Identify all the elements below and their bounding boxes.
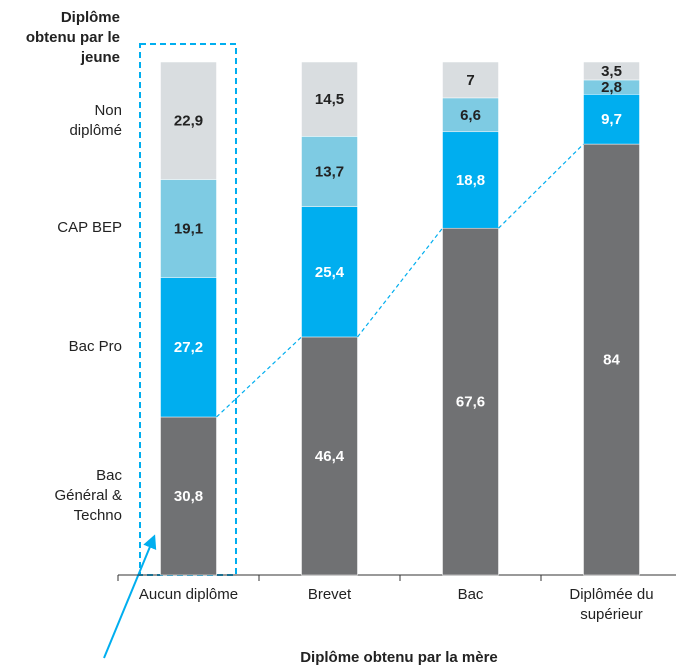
data-label: 6,6	[460, 107, 481, 124]
trend-line	[357, 227, 443, 338]
data-label: 46,4	[315, 448, 345, 465]
bar-segment	[160, 179, 217, 278]
bar-segment	[301, 136, 358, 207]
data-label: 14,5	[315, 91, 344, 108]
data-label: 22,9	[174, 113, 203, 130]
arrow	[103, 534, 157, 659]
data-label: 18,8	[456, 172, 485, 189]
bar-segment	[301, 336, 358, 576]
data-label: 67,6	[456, 394, 485, 411]
data-label: 7	[466, 72, 474, 89]
data-label: 19,1	[174, 220, 203, 237]
data-label: 27,2	[174, 339, 203, 356]
bar-segment	[583, 61, 640, 81]
data-label: 2,8	[601, 79, 622, 96]
data-label: 84	[603, 352, 620, 369]
x-tick-label: Brevet	[307, 586, 352, 603]
bar-segment	[583, 94, 640, 145]
data-label: 13,7	[315, 163, 344, 180]
bar-segment	[160, 61, 217, 180]
x-axis-title: Diplôme obtenu par la mère	[300, 649, 498, 666]
bar-segment	[301, 61, 358, 137]
legend-label: CAP BEP	[57, 219, 122, 237]
data-label: 9,7	[601, 111, 622, 128]
bar-segment	[442, 227, 499, 576]
trend-line	[216, 336, 302, 418]
bar-segment	[442, 97, 499, 133]
data-label: 30,8	[174, 488, 203, 505]
x-tick-label: Bac	[457, 586, 484, 603]
data-label: 25,4	[315, 264, 345, 281]
bar-segment	[442, 61, 499, 99]
x-tick-label: Aucun diplôme	[138, 586, 239, 603]
legend-label: Bac Pro	[68, 338, 122, 356]
bar-segment	[301, 206, 358, 338]
legend-title: Diplôme obtenu par le jeune	[25, 9, 120, 66]
trend-line	[498, 143, 584, 229]
bar-segment	[160, 416, 217, 576]
bar-segment	[160, 277, 217, 418]
legend-label: Bac Général & Techno	[54, 466, 122, 524]
data-label: 3,5	[601, 63, 622, 80]
bar-segment	[442, 131, 499, 229]
bar-segment	[583, 143, 640, 576]
legend-label: Non diplômé	[69, 101, 122, 139]
x-tick-label: Diplômée du supérieur	[569, 586, 654, 623]
